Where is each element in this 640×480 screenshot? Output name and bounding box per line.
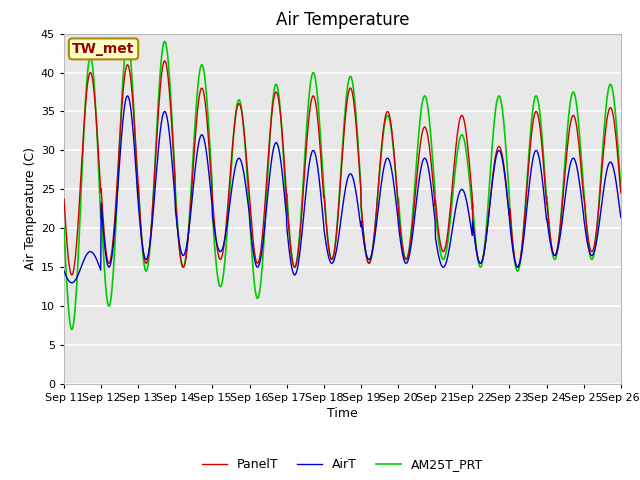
- AM25T_PRT: [552, 256, 559, 262]
- PanelT: [185, 230, 193, 236]
- AirT: [172, 196, 179, 202]
- AM25T_PRT: [161, 38, 168, 44]
- PanelT: [68, 272, 76, 278]
- PanelT: [617, 190, 625, 196]
- PanelT: [552, 252, 559, 258]
- AM25T_PRT: [185, 226, 193, 231]
- AM25T_PRT: [429, 168, 437, 174]
- Title: Air Temperature: Air Temperature: [276, 11, 409, 29]
- Line: AM25T_PRT: AM25T_PRT: [64, 41, 621, 329]
- PanelT: [161, 58, 168, 64]
- Text: TW_met: TW_met: [72, 42, 135, 56]
- PanelT: [60, 196, 68, 202]
- PanelT: [429, 185, 437, 191]
- AirT: [185, 229, 193, 235]
- PanelT: [502, 183, 510, 189]
- PanelT: [172, 178, 179, 184]
- Line: PanelT: PanelT: [64, 61, 621, 275]
- AirT: [617, 215, 625, 220]
- AirT: [429, 204, 437, 210]
- AM25T_PRT: [247, 235, 255, 240]
- X-axis label: Time: Time: [327, 407, 358, 420]
- AirT: [552, 252, 559, 258]
- PanelT: [247, 212, 255, 217]
- AirT: [502, 185, 510, 191]
- AM25T_PRT: [502, 150, 510, 156]
- AirT: [60, 268, 68, 274]
- AM25T_PRT: [617, 185, 625, 191]
- AirT: [68, 280, 76, 286]
- AM25T_PRT: [60, 224, 68, 230]
- Line: AirT: AirT: [64, 96, 621, 283]
- AirT: [124, 93, 131, 99]
- Legend: PanelT, AirT, AM25T_PRT: PanelT, AirT, AM25T_PRT: [196, 453, 488, 476]
- AM25T_PRT: [172, 175, 179, 180]
- AM25T_PRT: [68, 326, 76, 332]
- AirT: [247, 229, 255, 235]
- Y-axis label: Air Temperature (C): Air Temperature (C): [24, 147, 36, 270]
